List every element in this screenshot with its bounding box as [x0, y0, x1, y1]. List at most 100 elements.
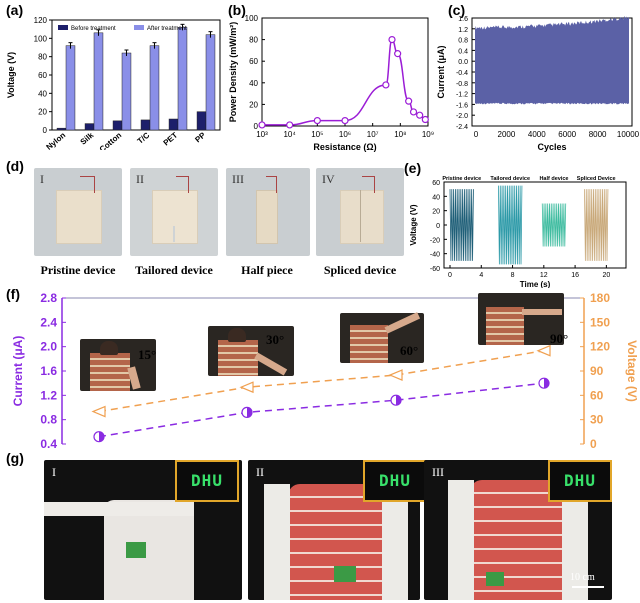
y-tick-label: 60	[38, 71, 47, 80]
y-tick-label-left: 2.8	[40, 291, 57, 305]
x-axis-label: Time (s)	[520, 280, 551, 288]
voltage-burst	[498, 185, 523, 265]
y-tick-label-right: 120	[590, 340, 610, 354]
bar-before	[112, 120, 123, 131]
y-tick-label-right: 60	[590, 388, 604, 402]
scale-bar	[572, 586, 604, 588]
led-inset-2: DHU	[363, 460, 427, 502]
y-axis-label: Power Density (mW/m²)	[228, 22, 238, 123]
chart-b: 0 20 40 60 80 100 10³ 10⁴ 10⁵ 10⁶ 10⁷ 10⁸ 10⁹ Resista…	[228, 14, 434, 152]
y-axis-label: Current (μA)	[436, 45, 446, 98]
bar-before	[168, 118, 179, 131]
panel-label-c: (c)	[448, 2, 466, 18]
roman-d-3: III	[232, 172, 244, 186]
current-band	[475, 16, 629, 105]
angle-60: 60°	[400, 343, 419, 358]
current-point-fill	[247, 407, 252, 418]
bar-after	[149, 45, 160, 131]
y-tick-label: 0.4	[458, 48, 468, 55]
y-tick-label: -1.2	[456, 92, 468, 99]
y-tick-label: 60	[249, 57, 258, 66]
angle-30: 30°	[266, 332, 285, 347]
bar-before	[56, 127, 67, 131]
panel-label-d: (d)	[6, 158, 24, 174]
x-tick-label: 10000	[617, 130, 640, 139]
caption-tailored: Tailored device	[135, 263, 213, 277]
x-tick-label: 10⁵	[311, 130, 323, 139]
x-tick-label: 10³	[256, 130, 268, 139]
x-tick-label: 10⁹	[422, 130, 434, 139]
legend-swatch	[58, 25, 68, 30]
chart-a: 0 20 40 60 80 100 120 Voltage (V) Nylon Silk Cotto…	[6, 16, 221, 150]
series-label: Pristine device	[442, 176, 481, 182]
y-tick-label-left: 2.0	[40, 340, 57, 354]
data-point	[409, 108, 418, 116]
y-tick-label: 20	[249, 100, 258, 109]
data-point	[341, 116, 349, 125]
roman-g-3: III	[432, 465, 444, 479]
caption-half: Half piece	[241, 263, 293, 277]
y-tick-label-right: 150	[590, 315, 610, 329]
y-tick-label: 0.8	[458, 38, 468, 45]
x-tick-label: T/C	[136, 130, 152, 145]
data-point	[388, 35, 396, 44]
y-tick-label-right: 0	[590, 437, 597, 448]
series-label: Spliced Device	[577, 176, 616, 182]
y-axis-label-left: Current (μA)	[11, 336, 25, 407]
panel-label-a: (a)	[6, 2, 24, 18]
x-tick-label: 8000	[589, 130, 607, 139]
data-point	[421, 115, 429, 124]
y-tick-label: 20	[432, 209, 440, 216]
x-tick-label: 16	[571, 272, 579, 279]
bar-before	[140, 119, 151, 131]
x-tick-label: Silk	[79, 130, 96, 146]
arm-photo-15	[80, 339, 156, 391]
voltage-burst	[541, 203, 567, 247]
panel-label-f: (f)	[6, 286, 20, 302]
y-tick-label: -40	[430, 252, 440, 259]
y-tick-label: -20	[430, 237, 440, 244]
bar-after	[93, 32, 104, 131]
arm-photo-90	[478, 293, 564, 345]
x-tick-label: 10⁷	[367, 130, 379, 139]
y-axis-label: Voltage (V)	[6, 52, 16, 98]
y-tick-label: 20	[38, 108, 47, 117]
chart-e: 60 40 20 0 -20 -40 -60 0 4 8 12 16 20 Time (s) Voltage…	[409, 176, 627, 288]
caption-spliced: Spliced device	[323, 263, 397, 277]
x-tick-label: 8	[511, 272, 515, 279]
bar-before	[84, 123, 95, 131]
y-tick-label-left: 1.2	[40, 388, 57, 402]
x-tick-label: 10⁴	[283, 130, 296, 139]
y-tick-label: -1.6	[456, 102, 468, 109]
voltage-line	[98, 349, 545, 413]
led-inset-3: DHU	[548, 460, 612, 502]
data-point	[405, 97, 413, 105]
data-point	[313, 116, 321, 125]
bar-after	[177, 27, 188, 131]
y-tick-label: 0.0	[458, 59, 468, 66]
chart-c: 1.6 1.2 0.8 0.4 0.0 -0.4 -0.8 -1.2 -1.6 -2.0 -2.4 0…	[436, 16, 640, 152]
y-tick-label-right: 90	[590, 364, 604, 378]
chart-f: 2.8 2.4 2.0 1.6 1.2 0.8 0.4 180 150 120 90 60 30 0 Cur…	[11, 291, 639, 448]
x-tick-label: 20	[602, 272, 610, 279]
y-tick-label: -60	[430, 266, 440, 273]
device-photo-spliced	[316, 168, 404, 256]
x-tick-label: 0	[448, 272, 452, 279]
y-tick-label: 100	[245, 14, 259, 23]
plot-frame	[51, 19, 221, 131]
y-tick-label: 80	[249, 36, 258, 45]
panel-label-g: (g)	[6, 450, 24, 466]
y-tick-label: -0.8	[456, 81, 468, 88]
arm-photo-30	[208, 326, 294, 376]
caption-pristine: Pristine device	[40, 263, 116, 277]
data-point	[382, 81, 390, 89]
bar-after	[65, 45, 76, 131]
voltage-point	[239, 381, 254, 394]
y-tick-label: -0.4	[456, 70, 468, 77]
bar-after	[121, 52, 132, 131]
bar-before	[196, 111, 207, 131]
roman-d-4: IV	[322, 172, 335, 186]
voltage-point	[91, 405, 106, 418]
y-tick-label-left: 2.4	[40, 315, 57, 329]
device-photo-half	[226, 168, 310, 256]
